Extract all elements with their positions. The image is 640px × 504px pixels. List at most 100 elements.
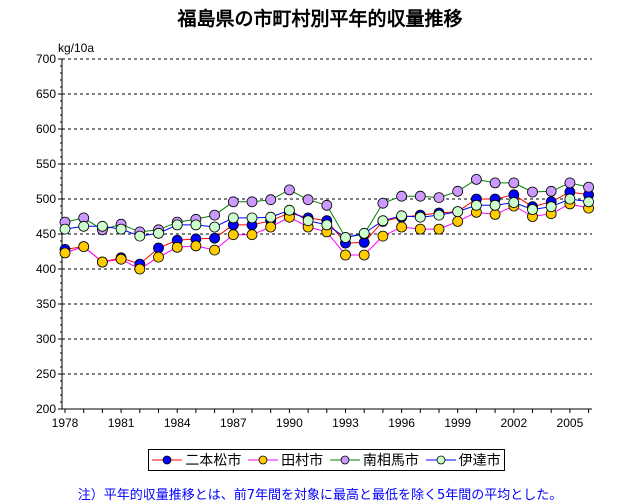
data-point bbox=[227, 229, 239, 241]
data-point bbox=[209, 209, 221, 221]
y-tick-label: 350 bbox=[36, 297, 56, 311]
data-point bbox=[209, 244, 221, 256]
x-tick-label: 2002 bbox=[500, 416, 527, 430]
data-point bbox=[246, 212, 258, 224]
data-point bbox=[414, 190, 426, 202]
x-tick-label: 2005 bbox=[557, 416, 584, 430]
y-tick-label: 200 bbox=[36, 402, 56, 416]
data-point bbox=[78, 220, 90, 232]
x-tick-label: 1999 bbox=[444, 416, 471, 430]
legend-label: 田村市 bbox=[281, 453, 324, 469]
data-point bbox=[396, 221, 408, 233]
legend-swatch bbox=[425, 455, 456, 465]
y-tick-label: 300 bbox=[36, 332, 56, 346]
data-point bbox=[583, 181, 594, 193]
data-point bbox=[377, 197, 389, 209]
y-tick-label: 600 bbox=[36, 122, 56, 136]
data-point bbox=[265, 221, 277, 233]
legend-swatch bbox=[152, 455, 183, 465]
data-point bbox=[508, 177, 520, 189]
x-tick-label: 1993 bbox=[332, 416, 359, 430]
data-point bbox=[414, 211, 426, 223]
data-point bbox=[59, 247, 71, 259]
data-point bbox=[153, 227, 164, 239]
data-point bbox=[97, 220, 108, 232]
y-tick-label: 550 bbox=[36, 157, 56, 171]
data-point bbox=[508, 197, 520, 208]
data-point bbox=[153, 251, 164, 263]
legend-item: 田村市 bbox=[248, 450, 323, 470]
data-point bbox=[321, 219, 333, 231]
data-point bbox=[265, 194, 277, 206]
y-tick-label: 700 bbox=[36, 52, 56, 66]
data-point bbox=[246, 196, 258, 208]
x-tick-label: 1990 bbox=[276, 416, 303, 430]
data-point bbox=[171, 219, 183, 231]
data-point bbox=[97, 256, 108, 268]
data-point bbox=[302, 215, 314, 227]
footnote: 注）平年的収量推移とは、前7年間を対象に最高と最低を除く5年間の平均とした。 bbox=[77, 488, 563, 503]
data-point bbox=[246, 229, 258, 241]
x-tick-label: 1981 bbox=[108, 416, 135, 430]
data-point bbox=[470, 173, 482, 185]
data-point bbox=[340, 249, 351, 261]
data-point bbox=[452, 185, 464, 197]
data-point bbox=[358, 249, 370, 261]
data-point bbox=[358, 227, 370, 239]
data-point bbox=[190, 240, 202, 252]
data-point bbox=[452, 206, 464, 218]
legend-label: 南相馬市 bbox=[362, 453, 419, 469]
data-point bbox=[527, 204, 538, 215]
data-point bbox=[209, 221, 221, 233]
data-point bbox=[564, 177, 576, 189]
data-point bbox=[302, 194, 314, 206]
legend-swatch bbox=[329, 455, 360, 465]
x-tick-label: 1996 bbox=[388, 416, 415, 430]
data-point bbox=[489, 199, 501, 211]
data-point bbox=[59, 223, 71, 235]
y-tick-label: 250 bbox=[36, 367, 56, 381]
data-point bbox=[470, 199, 482, 211]
data-point bbox=[115, 253, 127, 265]
chart-title: 福島県の市町村別平年的収量推移 bbox=[177, 8, 463, 30]
data-point bbox=[153, 242, 164, 254]
data-point bbox=[190, 219, 202, 231]
legend-item: 二本松市 bbox=[152, 450, 241, 470]
data-point bbox=[545, 185, 557, 197]
data-point bbox=[377, 230, 389, 242]
data-point bbox=[283, 204, 295, 216]
data-point bbox=[265, 211, 277, 223]
legend-label: 二本松市 bbox=[185, 453, 242, 469]
y-tick-label: 500 bbox=[36, 192, 56, 206]
data-point bbox=[433, 209, 445, 221]
legend-item: 伊達市 bbox=[425, 450, 501, 470]
x-tick-label: 1984 bbox=[164, 416, 191, 430]
data-point bbox=[583, 196, 594, 208]
data-point bbox=[134, 263, 146, 275]
x-tick-label: 1978 bbox=[52, 416, 79, 430]
data-point bbox=[209, 232, 221, 244]
legend: 二本松市 田村市 南相馬市 伊達市 bbox=[148, 449, 505, 471]
data-point bbox=[489, 177, 501, 189]
data-point bbox=[377, 215, 389, 227]
data-point bbox=[171, 241, 183, 253]
y-tick-label: 400 bbox=[36, 262, 56, 276]
data-point bbox=[489, 208, 501, 220]
data-point bbox=[227, 212, 239, 224]
data-point bbox=[396, 210, 408, 222]
legend-label: 伊達市 bbox=[458, 453, 501, 469]
data-point bbox=[78, 241, 90, 253]
data-point bbox=[527, 186, 538, 198]
data-point bbox=[321, 199, 333, 211]
data-point bbox=[414, 223, 426, 235]
x-tick-label: 1987 bbox=[220, 416, 247, 430]
data-point bbox=[433, 192, 445, 204]
data-point bbox=[396, 190, 408, 202]
data-point bbox=[115, 223, 127, 235]
data-point bbox=[340, 232, 351, 243]
y-tick-label: 450 bbox=[36, 227, 56, 241]
data-point bbox=[564, 193, 576, 205]
y-tick-label: 650 bbox=[36, 87, 56, 101]
legend-item: 南相馬市 bbox=[329, 450, 419, 470]
